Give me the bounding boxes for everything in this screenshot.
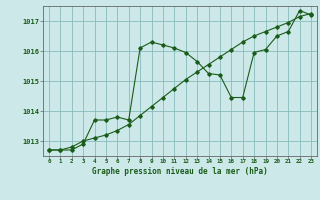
X-axis label: Graphe pression niveau de la mer (hPa): Graphe pression niveau de la mer (hPa)	[92, 167, 268, 176]
